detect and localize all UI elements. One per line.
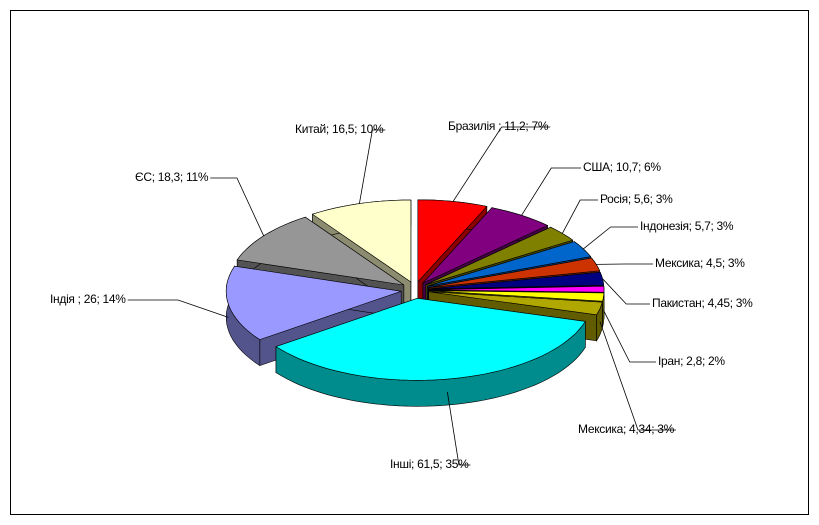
data-label: Іран; 2,8; 2% [658,354,725,368]
leader-line [583,226,638,250]
slice [428,291,603,316]
data-label: Росія; 5,6; 3% [600,192,673,206]
data-label: Китай; 16,5; 10% [295,122,384,136]
data-label: Індія ; 26; 14% [50,292,126,306]
data-label: Індонезія; 5,7; 3% [640,219,734,233]
slice [425,226,574,285]
data-label: Інші; 61,5; 35% [390,457,469,471]
slice [427,241,592,287]
slice [428,257,601,288]
leader-line [452,126,551,202]
slice [225,265,402,340]
data-label: Бразилія ; 11,2; 7% [448,119,549,133]
slice [275,297,586,381]
data-label: Пакистан; 4,45; 3% [652,296,753,310]
data-label: США; 10,7; 6% [583,160,661,174]
slice [428,285,605,293]
leader-line [359,129,386,204]
data-label: ЄС; 18,3; 11% [135,170,209,184]
leader-line [521,167,581,216]
data-label: Мексика; 4,5; 3% [655,256,745,270]
data-label: Мексика; 4,34; 3% [578,422,675,436]
leader-line [599,321,677,431]
leader-line [127,299,229,318]
leader-line [210,177,265,237]
leader-line [561,199,598,234]
leader-line [602,278,650,305]
leader-line [446,392,471,466]
pie [225,199,605,407]
leader-line [603,309,656,363]
labels: Бразилія ; 11,2; 7% США; 10,7; 6% Росія; 5… [50,119,753,471]
slice [428,290,605,302]
